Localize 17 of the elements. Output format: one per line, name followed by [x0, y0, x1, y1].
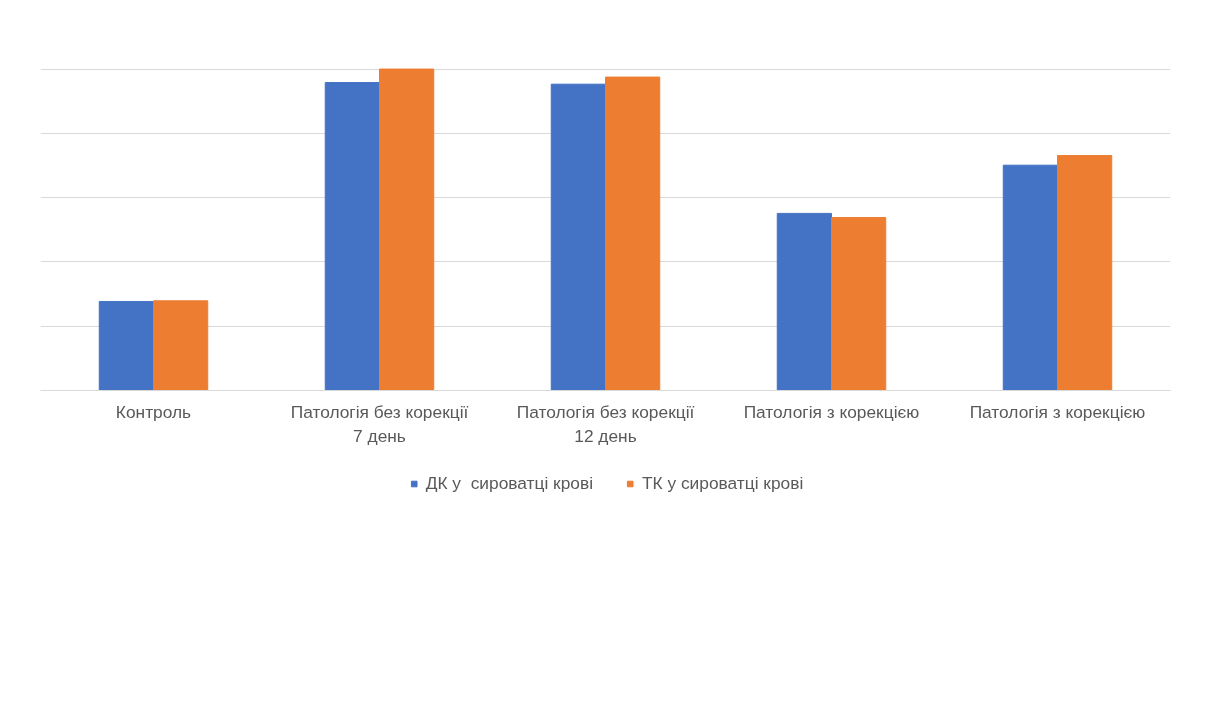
bar [379, 68, 435, 391]
bar [1057, 155, 1113, 391]
x-tick-label: Патологія без корекції 12 день [516, 401, 695, 446]
x-tick-label: Патологія з корекцією [969, 401, 1146, 422]
bar [98, 300, 154, 391]
bar [831, 217, 887, 391]
bar [324, 82, 380, 391]
bar [605, 76, 661, 391]
legend-label: ТК у сироватці крові [641, 472, 804, 494]
x-tick-label: Патологія з корекцією [743, 401, 920, 422]
bar [1002, 164, 1058, 391]
x-tick-label: Контроль [115, 401, 192, 422]
bar [550, 83, 606, 391]
x-tick-label: Патологія без корекції 7 день [290, 401, 469, 446]
legend-label: ДК у сироватці крові [425, 472, 593, 494]
bar [776, 212, 832, 391]
bar [153, 300, 209, 391]
